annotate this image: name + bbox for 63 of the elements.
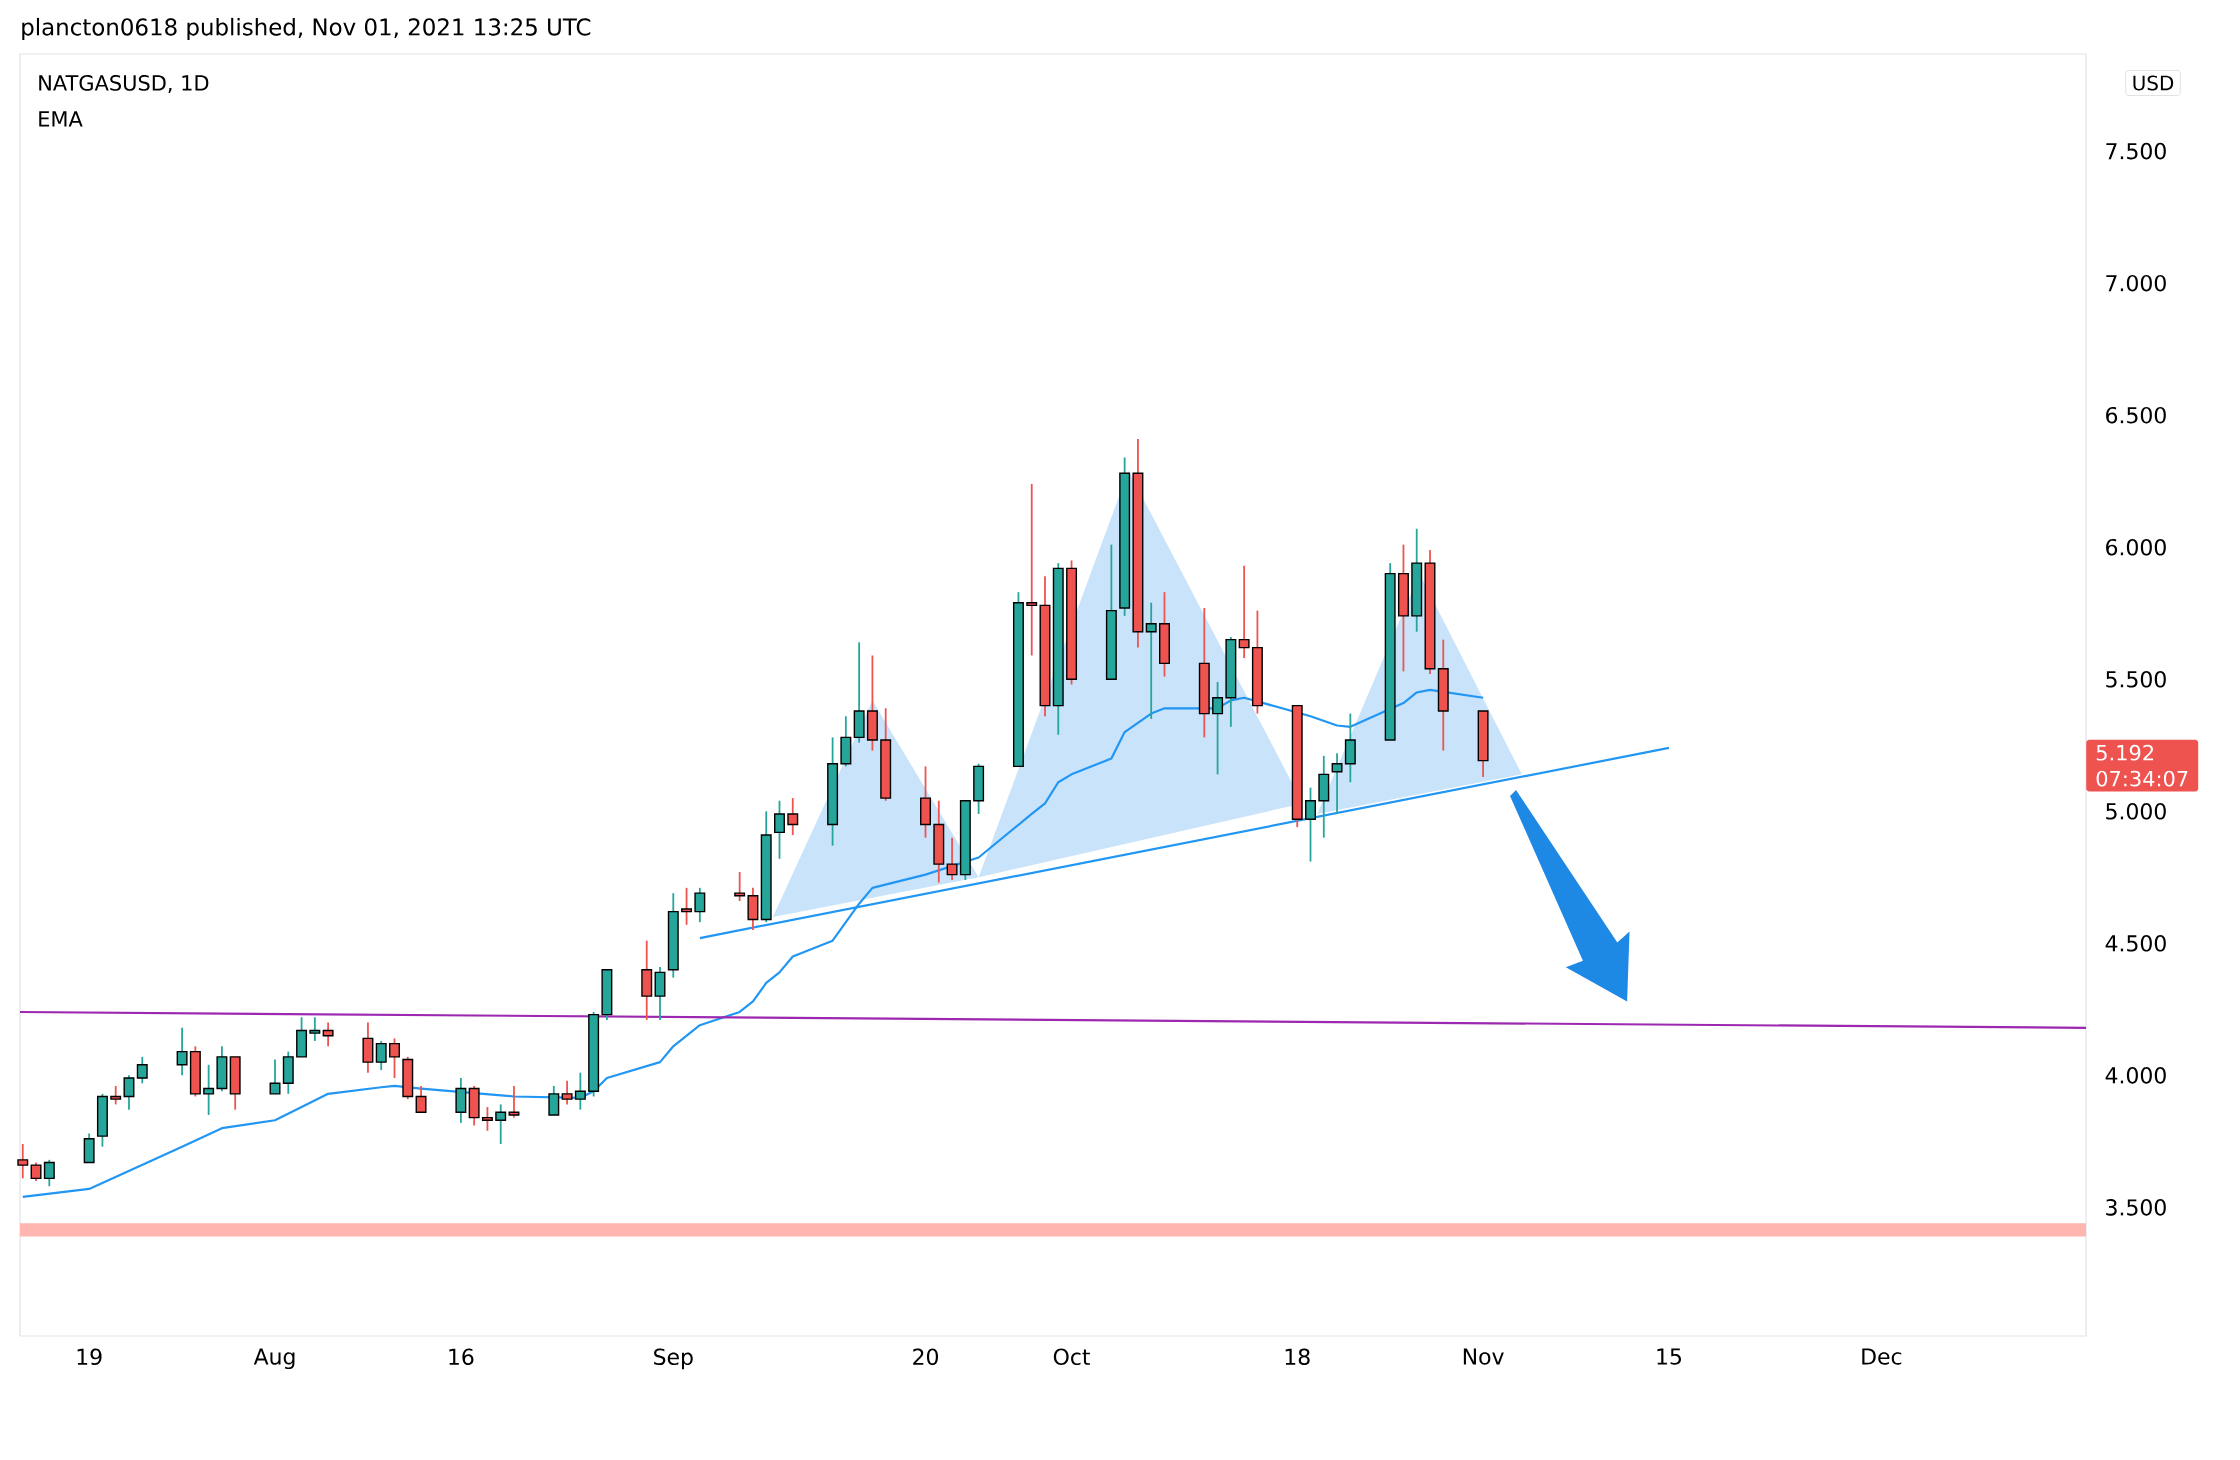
y-tick-label: 7.500 — [2106, 142, 2166, 160]
candlestick — [30, 1161, 42, 1182]
text: EMA — [39, 111, 83, 127]
y-tick-label: 3.500 — [2106, 1199, 2166, 1216]
candlestick — [561, 1079, 573, 1106]
candlestick — [681, 886, 693, 926]
candlestick — [1344, 712, 1356, 784]
x-tick-label: 16 — [449, 1348, 474, 1366]
text: 07:34:07 — [2096, 770, 2188, 787]
x-tick-label: 19 — [77, 1348, 102, 1366]
candlestick — [455, 1077, 467, 1124]
candlestick — [946, 836, 958, 881]
candlestick — [734, 871, 746, 902]
candlestick — [654, 966, 666, 1021]
x-tick-label: 15 — [1657, 1348, 1681, 1365]
candlestick — [1026, 482, 1038, 657]
candlestick — [309, 1016, 321, 1042]
y-tick-label: 5.500 — [2106, 670, 2166, 688]
x-tick-label: Dec — [1862, 1348, 1902, 1365]
candlestick — [508, 1085, 520, 1119]
candlestick — [176, 1026, 188, 1077]
candlestick — [136, 1055, 148, 1085]
candlestick — [1305, 786, 1316, 863]
y-tick-label: 6.000 — [2106, 538, 2166, 556]
candlestick — [375, 1040, 387, 1071]
candlestick — [548, 1085, 560, 1116]
y-axis-title: USD — [2133, 75, 2174, 91]
x-tick-label: Aug — [253, 1348, 295, 1370]
candlestick — [1212, 681, 1224, 776]
candlestick — [495, 1103, 507, 1145]
y-tick-label: 4.500 — [2105, 935, 2166, 952]
candlestick — [362, 1021, 374, 1074]
candlestick — [694, 886, 706, 924]
candlestick — [203, 1063, 215, 1116]
x-tick-label: Sep — [654, 1348, 693, 1370]
x-tick-label: 18 — [1285, 1348, 1310, 1366]
y-tick-label: 7.000 — [2106, 274, 2166, 292]
candlestick — [787, 797, 799, 836]
candlestick — [747, 886, 759, 932]
y-tick-label: 4.000 — [2105, 1067, 2166, 1084]
candlestick — [1238, 564, 1250, 660]
x-tick-label: 20 — [913, 1348, 938, 1366]
candlestick — [1331, 752, 1343, 815]
x-tick-label: Nov — [1463, 1348, 1504, 1365]
candlestick — [17, 1143, 29, 1180]
candlestick — [481, 1106, 493, 1132]
y-tick-label: 6.500 — [2106, 406, 2166, 424]
text: 5.192 — [2096, 744, 2154, 761]
candlestick — [322, 1021, 334, 1048]
text: NATGASUSD, 1D — [39, 74, 209, 93]
candlestick — [123, 1074, 135, 1111]
x-tick-label: Oct — [1053, 1348, 1090, 1366]
candlestick — [574, 1071, 586, 1111]
candlestick — [389, 1037, 400, 1079]
text: plancton0618 published, Nov 01, 2021 13:25 UTC — [22, 17, 591, 41]
candlestick — [110, 1085, 122, 1106]
y-tick-label: 5.000 — [2106, 803, 2166, 820]
candlestick — [269, 1058, 281, 1095]
candlestick — [43, 1158, 55, 1188]
candlestick — [774, 799, 785, 860]
candlestick — [1145, 601, 1157, 720]
candlestick — [415, 1085, 427, 1114]
candlestick — [83, 1132, 95, 1164]
